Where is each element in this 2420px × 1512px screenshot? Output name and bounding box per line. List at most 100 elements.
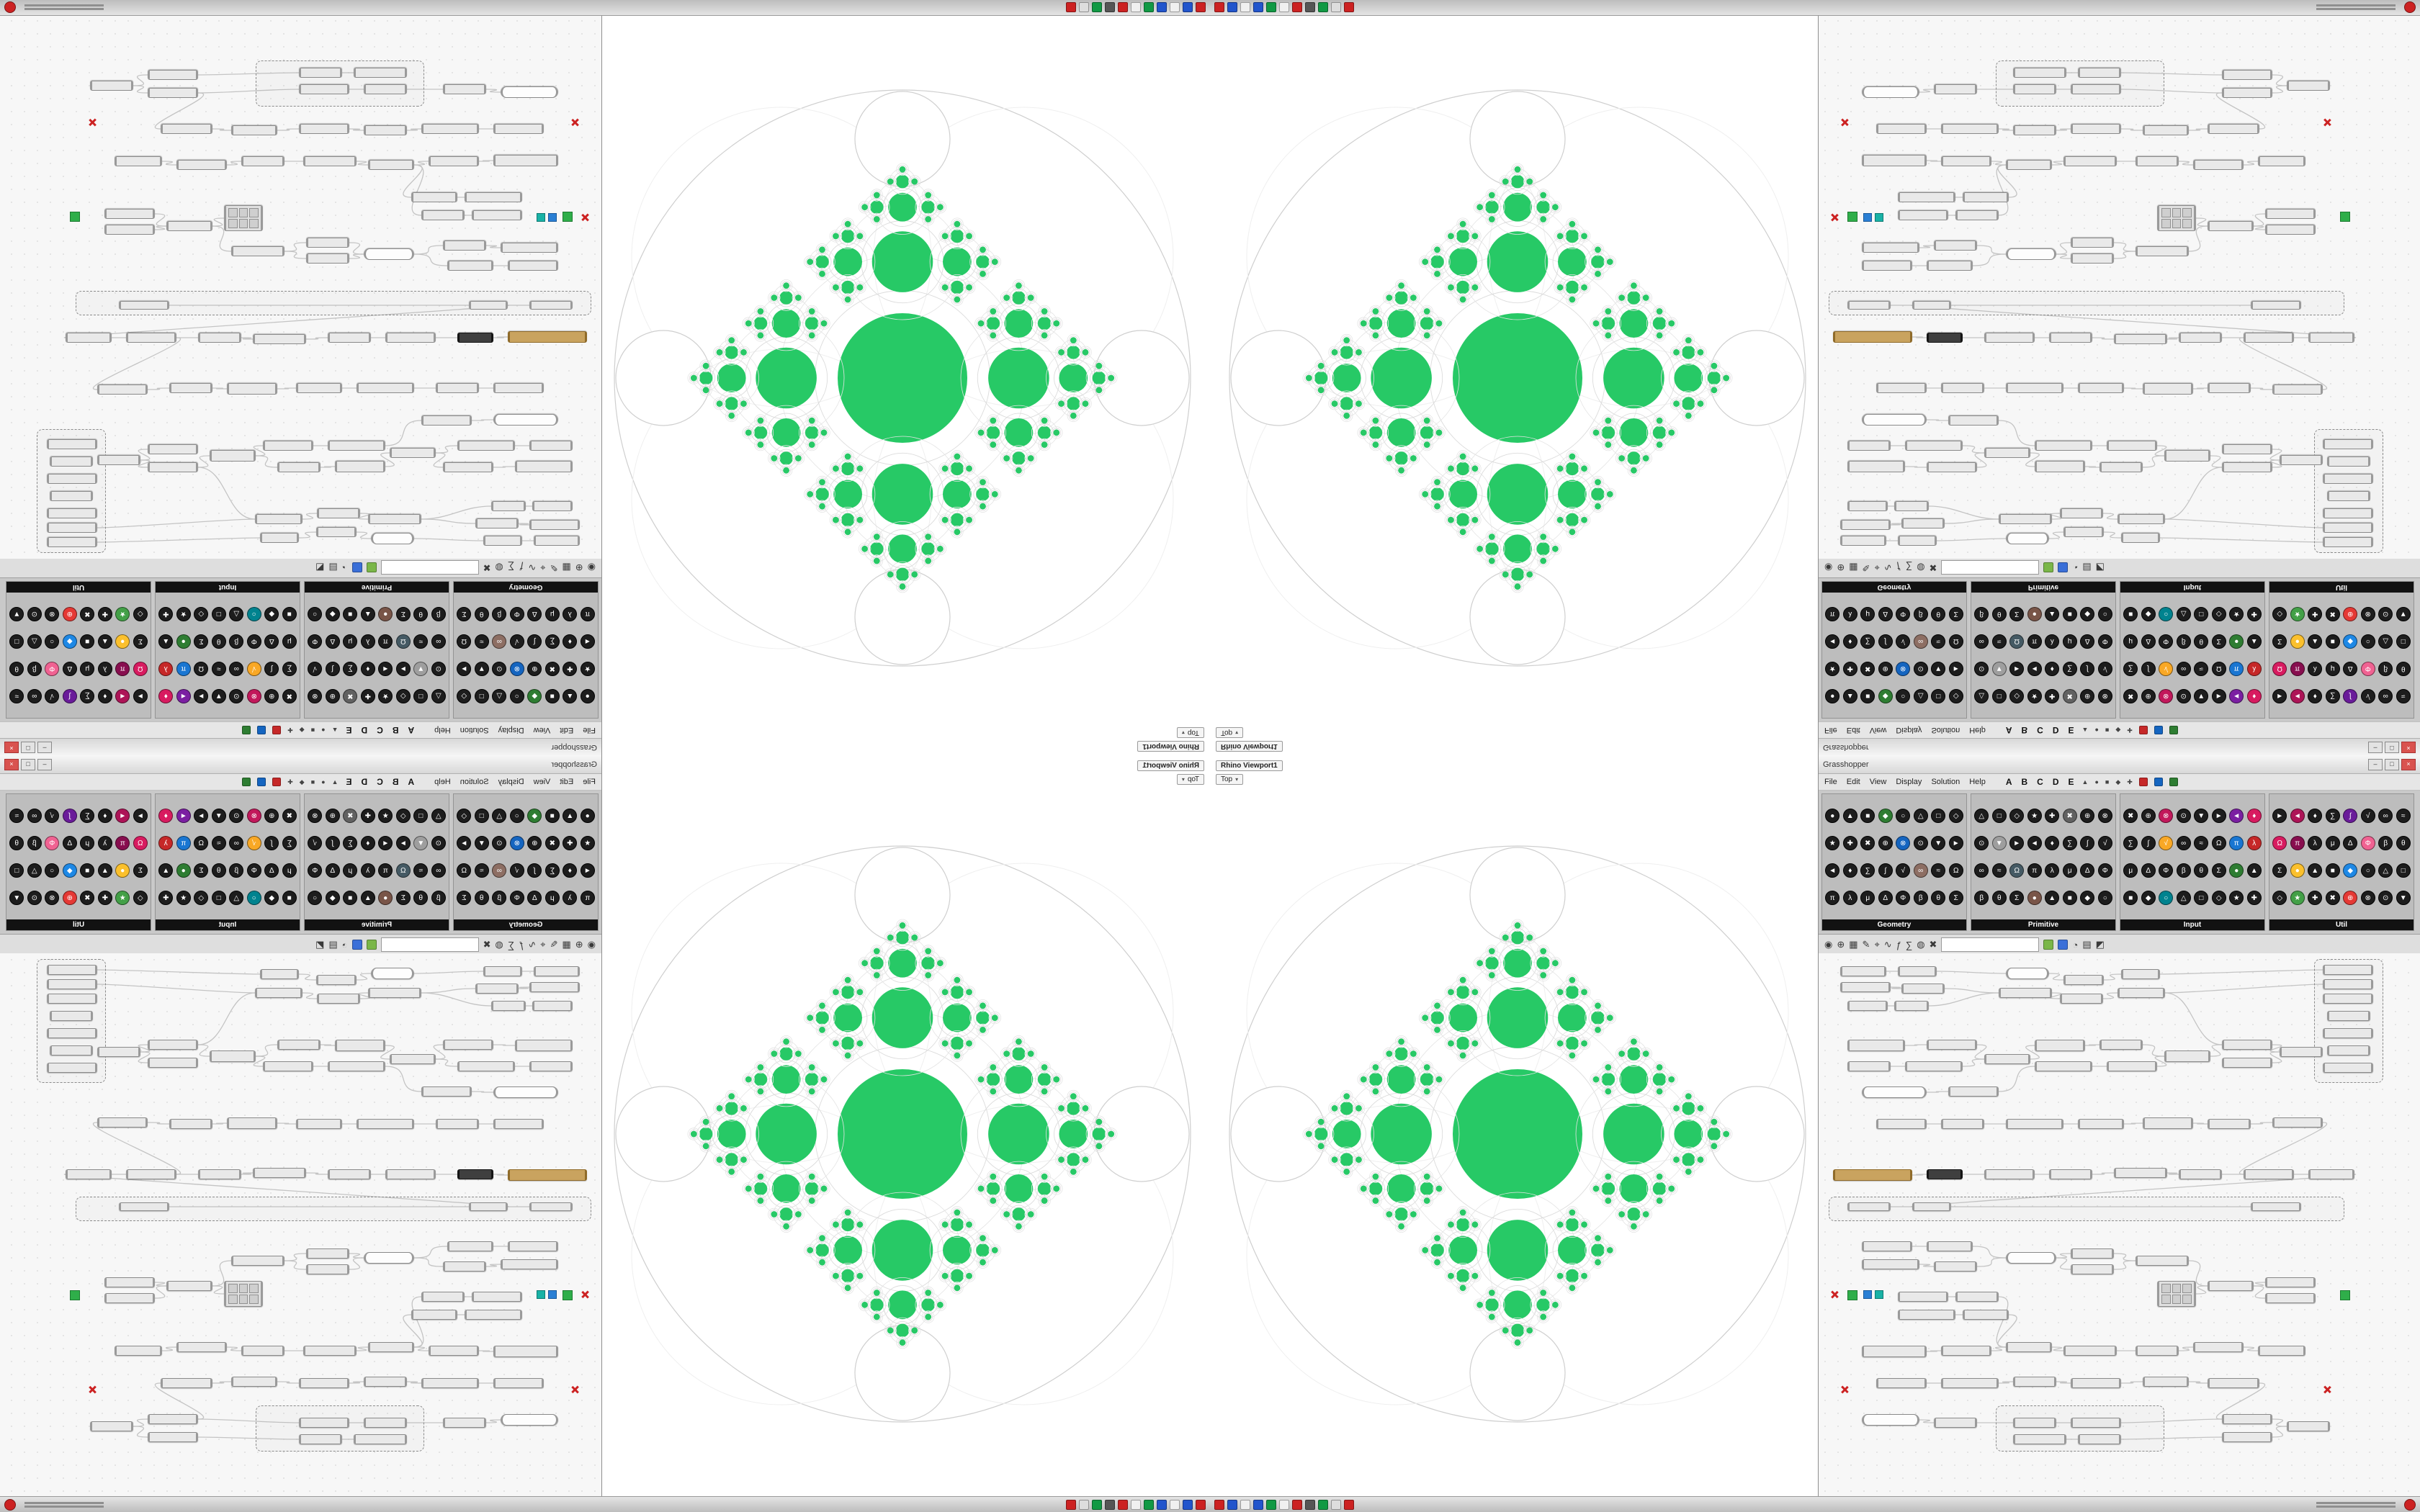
util-component-icon[interactable]: ○	[2360, 634, 2375, 649]
toolbar-icon[interactable]: ✖	[483, 939, 491, 950]
toolbar-icon[interactable]: ⊕	[575, 939, 583, 950]
util-component-icon[interactable]: ⊗	[45, 607, 60, 621]
util-component-icon[interactable]: □	[9, 863, 24, 878]
component-node[interactable]	[210, 450, 256, 462]
component-node[interactable]	[50, 456, 93, 467]
component-node[interactable]	[296, 1119, 342, 1129]
component-node[interactable]	[1984, 448, 2030, 458]
tray-icon[interactable]	[1279, 2, 1289, 13]
component-node[interactable]	[2258, 156, 2305, 166]
geometry-component-icon[interactable]: ♦	[1842, 863, 1857, 878]
close-button[interactable]: ×	[4, 759, 19, 770]
menubar-color-icon[interactable]	[242, 778, 251, 786]
triangle-icon[interactable]: ▲	[331, 778, 339, 786]
input-component-icon[interactable]: ■	[282, 891, 297, 905]
minimize-button[interactable]: –	[2368, 759, 2383, 770]
component-node[interactable]	[1840, 520, 1891, 530]
toolbar-icon[interactable]: ∑	[1905, 939, 1913, 950]
util-component-icon[interactable]: Ω	[133, 662, 148, 676]
component-node[interactable]	[227, 1117, 277, 1129]
component-node[interactable]	[2327, 1011, 2370, 1021]
viewport-title-tab[interactable]: Rhino Viewport1	[1137, 760, 1204, 771]
geometry-component-icon[interactable]: √	[1896, 863, 1911, 878]
menubar-color-icon[interactable]	[2138, 726, 2148, 734]
geometry-component-icon[interactable]: ✖	[544, 662, 560, 676]
input-component-icon[interactable]: ✖	[2123, 689, 2138, 703]
component-node[interactable]	[2208, 124, 2259, 134]
input-component-icon[interactable]: ♦	[158, 809, 174, 823]
component-node[interactable]	[2323, 979, 2373, 989]
input-component-icon[interactable]: Φ	[2159, 863, 2174, 878]
geometry-component-icon[interactable]: Σ	[1948, 607, 1963, 621]
geometry-component-icon[interactable]: λ	[1842, 891, 1857, 905]
util-component-icon[interactable]: Σ	[133, 634, 148, 649]
component-node[interactable]	[1847, 1040, 1905, 1051]
geometry-component-icon[interactable]: β	[1913, 607, 1928, 621]
toolbar-color-icon[interactable]	[366, 562, 377, 572]
blue-toggle-node[interactable]	[548, 1290, 557, 1299]
util-component-icon[interactable]: ◇	[2272, 607, 2287, 621]
tab-letter-e[interactable]: E	[346, 725, 352, 735]
component-node[interactable]	[2063, 975, 2104, 985]
toolbar-icon[interactable]: ƒ	[519, 939, 524, 950]
primitive-component-icon[interactable]: ★	[2027, 689, 2042, 703]
component-node[interactable]	[2272, 384, 2323, 395]
primitive-component-icon[interactable]: π	[2027, 863, 2042, 878]
input-component-icon[interactable]: β	[229, 634, 244, 649]
toolbar-icon[interactable]: ✖	[1929, 939, 1937, 950]
primitive-component-icon[interactable]: Φ	[308, 634, 323, 649]
menu-help[interactable]: Help	[434, 778, 451, 786]
primitive-component-icon[interactable]: ⊙	[1974, 836, 1989, 850]
primitive-component-icon[interactable]: ⊕	[325, 689, 340, 703]
tab-letter-d[interactable]: D	[2052, 777, 2059, 787]
component-node[interactable]	[148, 70, 198, 80]
util-component-icon[interactable]: ⊕	[62, 607, 77, 621]
primitive-component-icon[interactable]: ▼	[1991, 836, 2007, 850]
input-component-icon[interactable]: ▼	[2194, 809, 2209, 823]
input-component-icon[interactable]: ∞	[2176, 836, 2191, 850]
util-component-icon[interactable]: ✚	[2308, 607, 2323, 621]
pad-cell[interactable]	[2161, 1295, 2171, 1304]
component-node[interactable]	[2035, 1040, 2085, 1051]
component-node[interactable]	[1934, 84, 1977, 94]
viewport-projection-button[interactable]: Top ▾	[1216, 774, 1244, 785]
geometry-component-icon[interactable]: ▼	[474, 836, 489, 850]
component-node[interactable]	[231, 246, 284, 256]
rhino-viewport[interactable]: Rhino Viewport1 Top ▾	[1210, 756, 1819, 1497]
component-node[interactable]	[2272, 1117, 2323, 1128]
input-component-icon[interactable]: μ	[282, 634, 297, 649]
component-node[interactable]	[2244, 1169, 2294, 1179]
minimize-button[interactable]: –	[37, 759, 52, 770]
geometry-component-icon[interactable]: θ	[1931, 607, 1946, 621]
toolbar-icon[interactable]: ◍	[495, 562, 503, 573]
util-component-icon[interactable]: ◆	[2343, 863, 2358, 878]
component-node[interactable]	[1984, 1169, 2035, 1179]
geometry-component-icon[interactable]: ∑	[1860, 634, 1876, 649]
tray-icon[interactable]	[1118, 2, 1128, 13]
plus-icon[interactable]: ✚	[2127, 726, 2133, 734]
component-node[interactable]	[443, 1261, 486, 1272]
tray-icon[interactable]	[1214, 1499, 1224, 1510]
util-component-icon[interactable]: ♦	[2308, 809, 2323, 823]
geometry-component-icon[interactable]: Ω	[457, 634, 472, 649]
primitive-component-icon[interactable]: ✚	[360, 809, 375, 823]
component-node[interactable]	[1927, 261, 1973, 271]
geometry-component-icon[interactable]: √	[1896, 634, 1911, 649]
component-node[interactable]	[1927, 462, 1977, 472]
toolbar-icon[interactable]: ▤	[2082, 939, 2092, 950]
geometry-component-icon[interactable]: Φ	[509, 607, 524, 621]
component-node[interactable]	[2193, 1342, 2244, 1352]
primitive-component-icon[interactable]: ★	[378, 689, 393, 703]
geometry-component-icon[interactable]: ∫	[527, 863, 542, 878]
primitive-component-icon[interactable]: √	[2097, 836, 2112, 850]
toolbar-icon[interactable]: ◉	[1824, 939, 1833, 950]
input-component-icon[interactable]: ⊗	[2159, 689, 2174, 703]
viewport-projection-button[interactable]: Top ▾	[1216, 727, 1244, 738]
geometry-component-icon[interactable]: ◄	[580, 863, 595, 878]
component-node[interactable]	[1876, 383, 1927, 393]
pad-cell[interactable]	[238, 219, 248, 228]
component-node[interactable]	[2063, 527, 2104, 537]
component-node[interactable]	[224, 205, 263, 231]
component-node[interactable]	[299, 1434, 342, 1444]
util-component-icon[interactable]: ◆	[2343, 634, 2358, 649]
